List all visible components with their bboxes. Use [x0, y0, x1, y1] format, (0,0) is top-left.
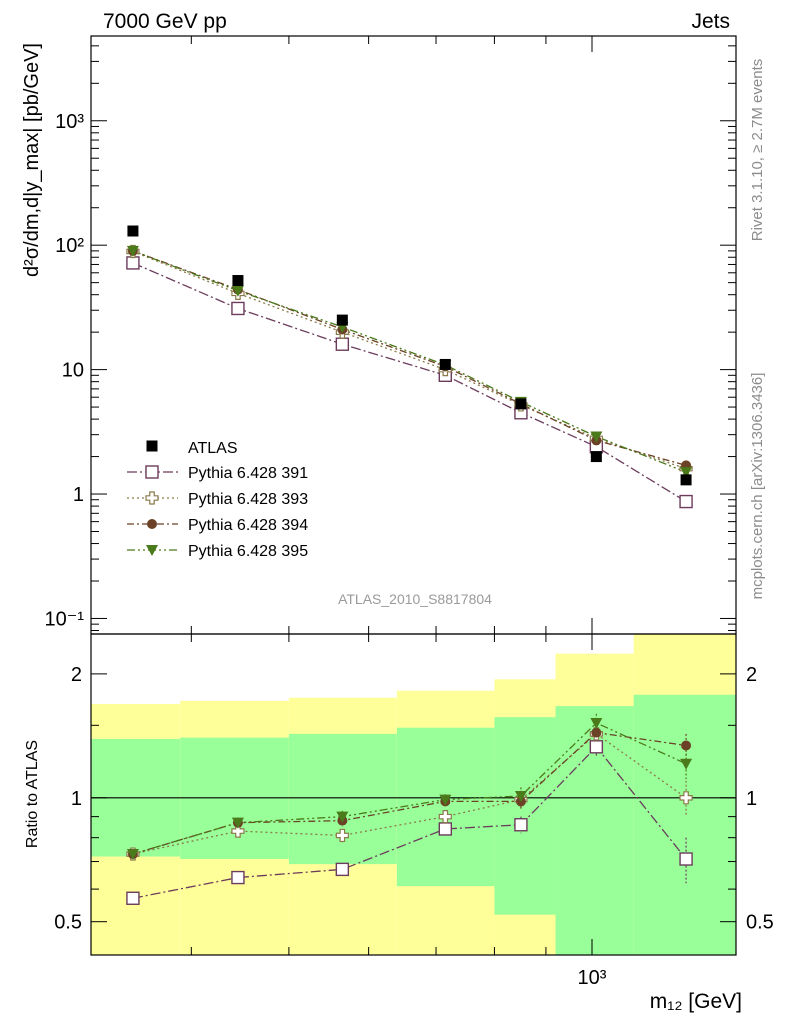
y-tick-label-top: 10⁻¹	[45, 608, 85, 630]
axis-tick-labels: 10⁻¹ 1 10 10² 10³ 0.5 0.5 1 1 2 2 10³	[45, 111, 774, 989]
legend-marker	[146, 440, 158, 452]
series-point-ratio-0	[335, 862, 350, 877]
data-point	[515, 398, 527, 410]
series-point-ratio-0	[438, 822, 453, 836]
series-point-ratio-0	[679, 852, 693, 866]
y-axis-label-top: d²σ/dm,d|y_max| [pb/GeV]	[21, 43, 43, 277]
y-tick-label-top: 1	[73, 484, 84, 506]
series-point-ratio-3	[514, 791, 527, 803]
series-point-ratio-2	[591, 727, 602, 738]
legend-marker	[146, 545, 158, 556]
data-point	[590, 451, 602, 463]
legend-marker	[147, 519, 157, 529]
ratio-bands	[91, 634, 736, 955]
series-point-ratio-0	[589, 740, 604, 754]
header-right: Jets	[691, 10, 730, 33]
y-tick-label-bottom: 2	[71, 664, 82, 686]
series-point-ratio-3	[680, 758, 693, 770]
y-tick-label-top: 10²	[55, 235, 84, 257]
legend-label: Pythia 6.428 391	[188, 465, 308, 482]
series-point-top-0	[335, 337, 350, 351]
series-point-top-3	[231, 285, 244, 297]
bottom-panel-series	[126, 713, 693, 905]
series-point-ratio-3	[126, 849, 139, 861]
legend-label: Pythia 6.428 394	[188, 517, 308, 534]
y-tick-label-bottom-right: 0.5	[746, 912, 774, 934]
series-point-ratio-1	[438, 810, 452, 824]
inner-band-bin	[288, 733, 397, 865]
data-point	[439, 358, 451, 370]
legend-marker	[145, 491, 159, 505]
bottom-panel-frame	[90, 633, 737, 956]
series-point-top-3	[126, 245, 139, 257]
legend: ATLAS Pythia 6.428 391 Pythia 6.428 393 Pyt…	[127, 440, 308, 560]
data-point	[680, 474, 692, 486]
analysis-label: ATLAS_2010_S8817804	[338, 591, 492, 607]
series-point-ratio-0	[231, 870, 245, 885]
series-point-top-3	[590, 431, 603, 443]
legend-label: Pythia 6.428 393	[188, 491, 308, 508]
header-left: 7000 GeV pp	[103, 10, 227, 33]
side-label-bottom: mcplots.cern.ch [arXiv:1306.3436]	[749, 373, 766, 600]
legend-label: ATLAS	[188, 440, 238, 457]
data-point	[127, 225, 139, 237]
inner-band-bin	[396, 727, 495, 887]
top-panel-series	[126, 225, 693, 509]
inner-band-bin	[633, 694, 736, 955]
series-line-top-3	[132, 250, 687, 473]
side-label-top: Rivet 3.1.10, ≥ 2.7M events	[749, 59, 766, 242]
series-point-top-3	[680, 467, 693, 479]
series-point-ratio-3	[231, 817, 244, 829]
series-line-top-1	[132, 250, 687, 470]
series-point-top-0	[231, 301, 245, 316]
axis-ticks	[91, 36, 736, 955]
legend-label: Pythia 6.428 395	[188, 543, 308, 560]
y-tick-label-bottom: 0.5	[54, 912, 82, 934]
data-point	[232, 275, 244, 287]
series-point-ratio-1	[335, 828, 349, 843]
series-point-ratio-0	[514, 818, 528, 832]
x-axis-label: m₁₂ [GeV]	[650, 990, 742, 1013]
y-axis-label-bottom: Ratio to ATLAS	[24, 740, 41, 848]
legend-marker	[145, 465, 159, 479]
series-point-ratio-3	[336, 811, 349, 823]
series-point-top-0	[126, 256, 140, 270]
series-point-ratio-2	[681, 740, 692, 751]
y-tick-label-top: 10³	[55, 111, 84, 133]
series-point-ratio-0	[126, 891, 140, 905]
y-tick-label-bottom: 1	[71, 788, 82, 810]
series-point-top-0	[679, 494, 693, 509]
series-point-ratio-1	[679, 791, 693, 805]
y-tick-label-bottom-right: 2	[746, 664, 757, 686]
series-point-ratio-3	[590, 717, 603, 729]
y-tick-label-bottom-right: 1	[746, 788, 757, 810]
data-point	[336, 314, 348, 326]
inner-band-bin	[494, 717, 556, 915]
x-tick-label: 10³	[578, 967, 607, 989]
y-tick-label-top: 10	[62, 360, 84, 382]
series-point-ratio-1	[231, 824, 245, 838]
series-point-ratio-3	[439, 794, 452, 806]
